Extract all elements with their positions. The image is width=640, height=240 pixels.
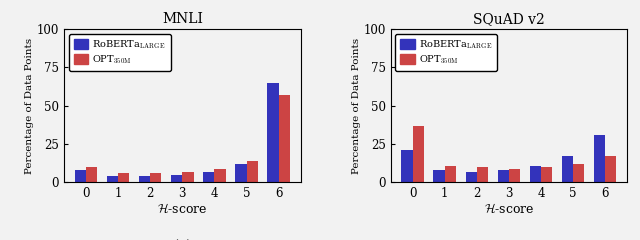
Bar <box>246 161 258 182</box>
Bar <box>150 173 161 182</box>
Bar <box>139 176 150 182</box>
X-axis label: $\mathcal{H}$-score: $\mathcal{H}$-score <box>157 202 207 216</box>
Bar <box>171 175 182 182</box>
Bar <box>594 135 605 182</box>
Bar <box>541 167 552 182</box>
Y-axis label: Percentage of Data Points: Percentage of Data Points <box>25 37 34 174</box>
Bar <box>562 156 573 182</box>
Title: MNLI: MNLI <box>162 12 203 26</box>
Bar <box>401 150 413 182</box>
Bar <box>268 83 278 182</box>
Bar <box>118 173 129 182</box>
Legend: RoBERTa$_{\mathrm{LARGE}}$, OPT$_{350\mathrm{M}}$: RoBERTa$_{\mathrm{LARGE}}$, OPT$_{350\ma… <box>396 34 497 71</box>
Bar <box>433 170 445 182</box>
Y-axis label: Percentage of Data Points: Percentage of Data Points <box>351 37 360 174</box>
Bar <box>477 167 488 182</box>
Bar <box>278 95 290 182</box>
Bar <box>498 170 509 182</box>
Bar <box>86 167 97 182</box>
Bar <box>75 170 86 182</box>
Bar <box>214 168 226 182</box>
Bar <box>107 176 118 182</box>
Bar <box>605 156 616 182</box>
Bar <box>509 168 520 182</box>
Bar <box>413 126 424 182</box>
Bar <box>445 166 456 182</box>
Bar <box>573 164 584 182</box>
Legend: RoBERTa$_{\mathrm{LARGE}}$, OPT$_{350\mathrm{M}}$: RoBERTa$_{\mathrm{LARGE}}$, OPT$_{350\ma… <box>69 34 171 71</box>
Title: SQuAD v2: SQuAD v2 <box>473 12 545 26</box>
Bar <box>203 172 214 182</box>
Bar <box>530 166 541 182</box>
Bar <box>236 164 246 182</box>
Bar <box>182 172 193 182</box>
Bar <box>465 172 477 182</box>
X-axis label: $\mathcal{H}$-score: $\mathcal{H}$-score <box>484 202 534 216</box>
